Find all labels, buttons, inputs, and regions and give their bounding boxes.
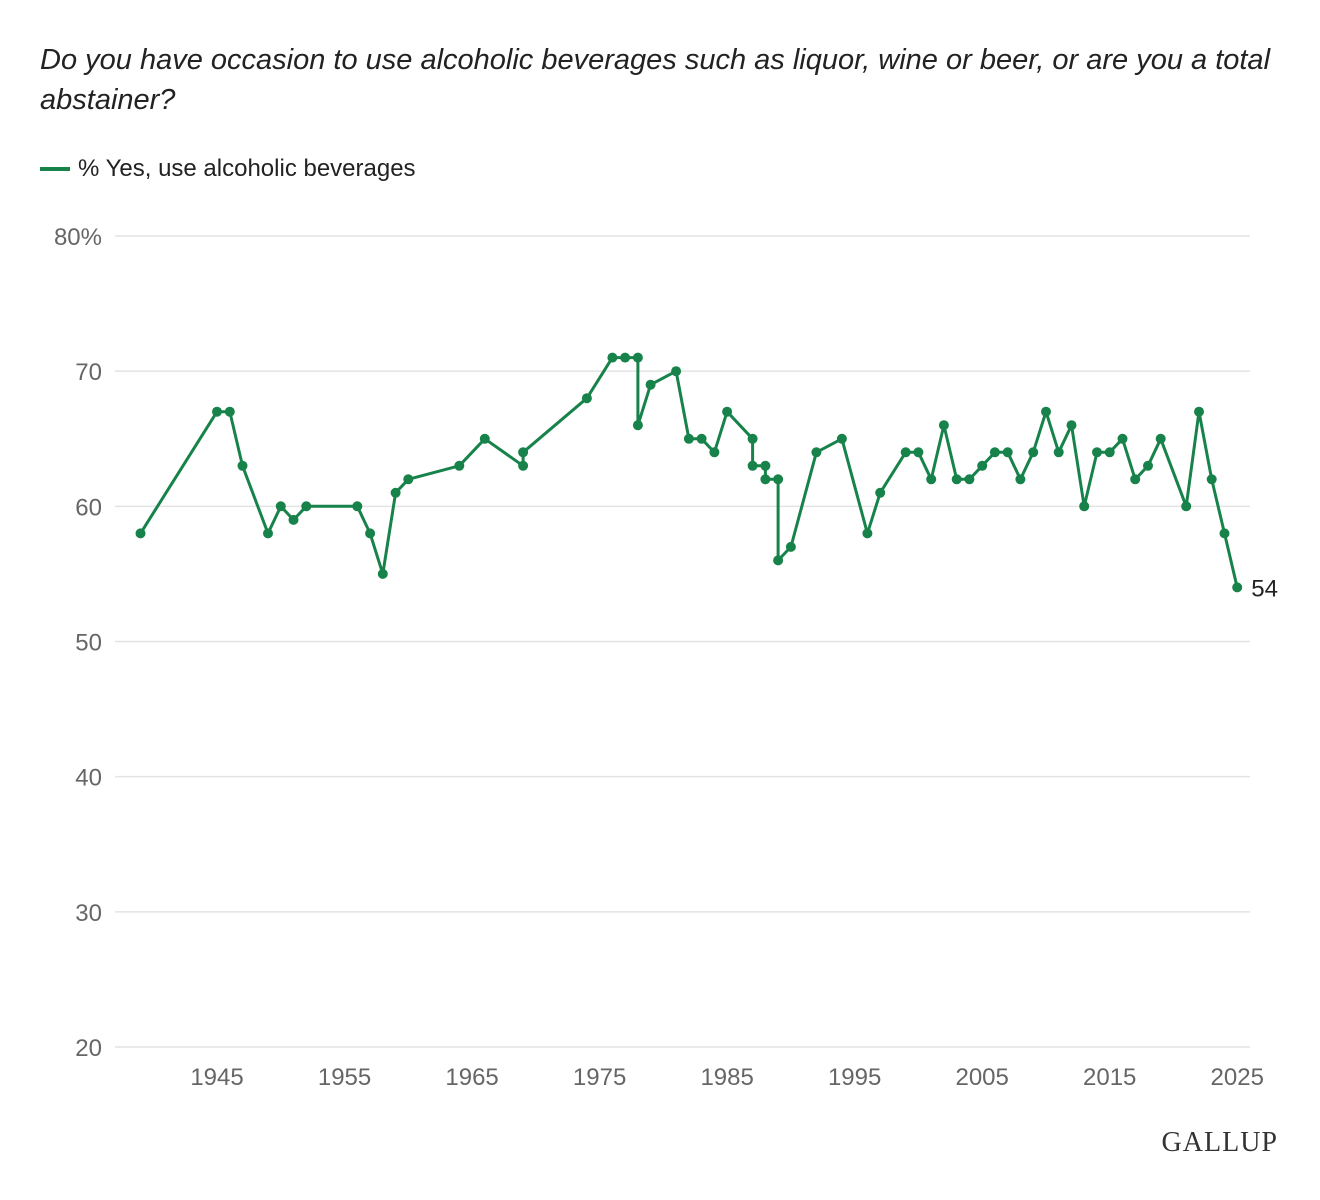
grid-lines (115, 235, 1250, 1048)
data-point (1194, 406, 1204, 417)
data-point (607, 352, 618, 363)
data-point (709, 447, 720, 458)
data-point (365, 528, 376, 539)
x-axis-ticks: 1945 1955 1965 1975 1985 1995 2005 2015 2025 (190, 1064, 1264, 1091)
gallup-logo: GALLUP (1161, 1127, 1278, 1158)
data-point (1028, 447, 1039, 458)
data-point (377, 568, 388, 579)
data-point (696, 433, 707, 444)
series-line (139, 356, 1239, 588)
data-point (773, 474, 784, 485)
data-point (620, 352, 631, 363)
data-point (135, 528, 146, 539)
data-point (951, 474, 962, 485)
data-point (632, 420, 643, 431)
data-point (836, 433, 847, 444)
data-point (875, 487, 886, 498)
data-point (390, 487, 401, 498)
data-point (913, 447, 924, 458)
data-point (926, 474, 937, 485)
data-point (288, 514, 299, 525)
data-point (671, 366, 682, 377)
data-point (1002, 447, 1013, 458)
data-point (747, 460, 758, 471)
data-point (1232, 582, 1243, 593)
x-tick-label: 1965 (445, 1064, 498, 1091)
data-point (1219, 528, 1230, 539)
data-point (1155, 433, 1166, 444)
data-point (760, 460, 771, 471)
data-point (785, 541, 796, 552)
legend-swatch (40, 167, 70, 171)
data-point (237, 460, 248, 471)
data-point (1053, 447, 1064, 458)
y-tick-label: 70 (75, 359, 102, 386)
x-tick-label: 1955 (318, 1064, 371, 1091)
data-point (403, 474, 414, 485)
data-point (1066, 420, 1077, 431)
y-axis-ticks: 20 30 40 50 60 70 80% (54, 224, 102, 1062)
data-point (263, 528, 273, 539)
x-tick-label: 2005 (955, 1064, 1008, 1091)
data-point (1079, 501, 1090, 512)
data-point (224, 406, 235, 417)
data-point (683, 433, 694, 444)
data-point (1181, 501, 1192, 512)
data-point (581, 393, 592, 404)
data-point (900, 447, 911, 458)
x-tick-label: 2015 (1083, 1064, 1136, 1091)
y-tick-label: 40 (75, 765, 102, 792)
end-value-label: 54 (1251, 575, 1278, 602)
data-point (212, 406, 222, 417)
data-point (989, 447, 1000, 458)
data-point (1041, 406, 1051, 417)
x-tick-label: 2025 (1211, 1064, 1264, 1091)
data-point (977, 460, 988, 471)
data-point (964, 474, 975, 485)
data-point (645, 379, 656, 390)
x-tick-label: 1995 (828, 1064, 881, 1091)
y-tick-label: 80% (54, 224, 102, 251)
data-point (747, 433, 758, 444)
data-point (1104, 447, 1115, 458)
data-point (722, 406, 733, 417)
y-tick-label: 30 (75, 900, 102, 927)
data-point (1117, 433, 1128, 444)
data-point (1092, 447, 1102, 458)
chart-title: Do you have occasion to use alcoholic be… (40, 44, 1271, 116)
data-point (352, 501, 363, 512)
data-point (1015, 474, 1026, 485)
chart-legend: % Yes, use alcoholic beverages (40, 155, 416, 183)
data-point (938, 420, 949, 431)
data-point (454, 460, 465, 471)
data-point (518, 447, 529, 458)
data-point (773, 555, 784, 566)
x-tick-label: 1945 (190, 1064, 243, 1091)
data-point (811, 447, 822, 458)
series-group (135, 352, 1243, 593)
y-tick-label: 60 (75, 494, 102, 521)
data-point (301, 501, 312, 512)
data-point (1206, 474, 1217, 485)
data-point (862, 528, 873, 539)
data-point (518, 460, 529, 471)
data-point (1143, 460, 1153, 471)
data-point (760, 474, 771, 485)
data-point (632, 352, 643, 363)
x-tick-label: 1985 (700, 1064, 753, 1091)
data-point (1130, 474, 1141, 485)
y-tick-label: 50 (75, 630, 102, 657)
x-tick-label: 1975 (573, 1064, 626, 1091)
data-point (275, 501, 286, 512)
legend-label: % Yes, use alcoholic beverages (78, 155, 416, 182)
data-point (479, 433, 490, 444)
y-tick-label: 20 (75, 1035, 102, 1062)
